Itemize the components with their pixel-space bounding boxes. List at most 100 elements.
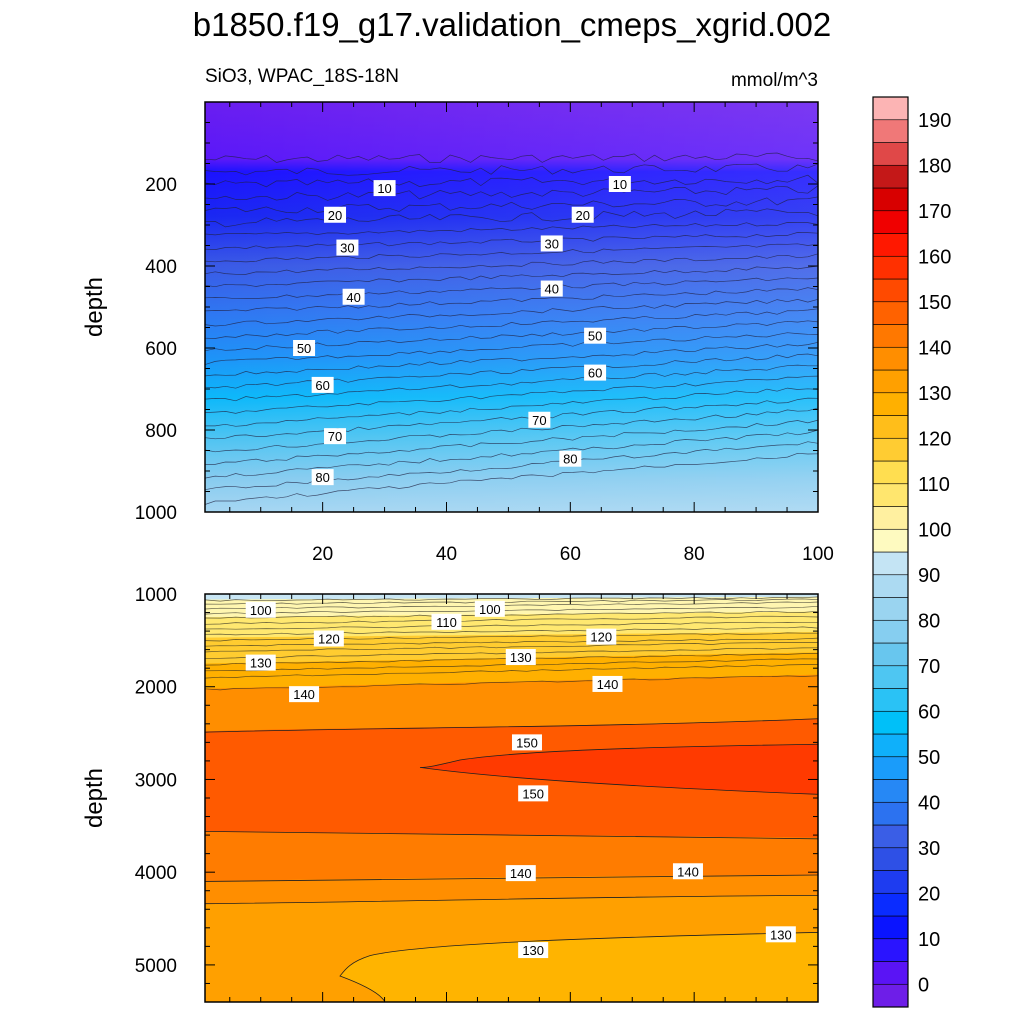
colorbar-box (872, 278, 909, 303)
colorbar-box (872, 824, 909, 849)
colorbar-box (872, 210, 909, 234)
contour-label: 50 (584, 327, 607, 344)
contour-line (205, 397, 818, 440)
contour-label-text: 100 (479, 602, 501, 617)
contour-label-box (324, 206, 347, 223)
contour-label: 110 (431, 613, 462, 630)
chart-title: b1850.f19_g17.validation_cmeps_xgrid.002 (193, 6, 831, 43)
contour-line (205, 387, 818, 427)
colorbar-box (872, 506, 909, 530)
contour-line (205, 332, 818, 365)
contour-label-text: 50 (297, 341, 311, 356)
contour-label-box (324, 428, 347, 445)
contour-line (205, 718, 818, 733)
contour-line (205, 196, 818, 214)
contour-label-text: 20 (328, 208, 342, 223)
contour-label: 140 (505, 865, 536, 882)
x-tick-label: 80 (684, 544, 705, 565)
contour-line (205, 610, 818, 619)
contour-line (205, 308, 818, 339)
colorbar-box (872, 870, 909, 894)
colorbar-label: 50 (918, 747, 940, 769)
colorbar-label: 80 (918, 610, 940, 632)
contour-label-text: 140 (597, 677, 619, 692)
contour-label-text: 140 (293, 687, 315, 702)
upper-contour-lines (205, 152, 818, 505)
contour-line (205, 605, 818, 615)
contour-label-text: 150 (516, 735, 538, 750)
colorbar-label: 180 (918, 155, 951, 177)
colorbar-box (872, 642, 909, 667)
y-tick-label: 2000 (135, 678, 177, 699)
y-tick-label: 4000 (135, 863, 177, 884)
contour-label: 10 (373, 180, 396, 197)
band-90 (205, 594, 818, 601)
colorbar-label: 170 (918, 201, 951, 223)
contour-label: 10 (608, 176, 631, 192)
contour-label-text: 40 (346, 290, 360, 305)
contour-label-text: 130 (250, 656, 272, 671)
colorbar-box (872, 119, 909, 143)
colorbar-box (872, 551, 909, 576)
contour-line (205, 152, 818, 164)
upper-ylabel: depth (81, 277, 108, 337)
contour-line (205, 174, 818, 188)
y-tick-label: 1000 (135, 503, 177, 524)
colorbar-box (872, 915, 909, 940)
upper-contour-labels: 10 10 20 20 30 30 40 40 50 50 60 60 70 70 80 80 (293, 176, 631, 486)
colorbar-box (872, 938, 909, 962)
contour-line (205, 163, 818, 176)
subtitle-left: SiO3, WPAC_18S-18N (205, 66, 399, 87)
colorbar-box (872, 756, 909, 780)
colorbar-box (872, 415, 909, 439)
contour-line (205, 375, 818, 414)
contour-label: 130 (518, 942, 549, 959)
contour-label-text: 10 (613, 177, 627, 192)
contour-label-text: 100 (250, 603, 272, 618)
contour-label-box (505, 865, 536, 882)
contour-label-box (311, 469, 334, 486)
contour-label-box (586, 628, 617, 645)
contour-label: 70 (324, 428, 347, 445)
subtitle-right: mmol/m^3 (731, 70, 818, 91)
y-tick-label: 3000 (135, 770, 177, 791)
colorbar-label: 190 (918, 110, 951, 132)
contour-label-box (342, 288, 365, 305)
colorbar-box (872, 779, 909, 803)
colorbar-box (872, 187, 909, 212)
contour-label: 130 (245, 654, 276, 671)
colorbar-box (872, 983, 909, 1008)
x-tick-label: 40 (436, 544, 457, 565)
contour-line (205, 232, 818, 250)
colorbar-label: 60 (918, 701, 940, 723)
contour-label-text: 120 (590, 630, 612, 645)
colorbar-label: 40 (918, 792, 940, 814)
contour-label: 140 (592, 675, 623, 692)
contour-label-box (540, 280, 563, 297)
lower-bands (205, 594, 818, 1002)
colorbar-box (872, 460, 909, 485)
contour-line (205, 429, 818, 479)
colorbar-box (872, 597, 909, 621)
colorbar-box (872, 233, 909, 257)
contour-label: 60 (584, 364, 607, 381)
colorbar-box (872, 437, 909, 462)
colorbar-label: 30 (918, 838, 940, 860)
contour-label-box (313, 630, 344, 647)
upper-field (205, 102, 818, 512)
contour-line (205, 601, 818, 610)
contour-label: 40 (342, 288, 365, 305)
colorbar-label: 70 (918, 656, 940, 678)
colorbar-box (872, 801, 909, 826)
contour-label-box (373, 180, 396, 197)
contour-label-box (474, 600, 505, 617)
x-tick-label: 100 (802, 544, 834, 565)
contour-label-text: 130 (770, 927, 792, 942)
y-tick-label: 5000 (135, 956, 177, 977)
contour-line (205, 208, 818, 228)
contour-label-box (245, 654, 276, 671)
contour-label-text: 60 (315, 378, 329, 393)
contour-label-box (592, 675, 623, 692)
colorbar-box (872, 142, 909, 166)
contour-label-text: 30 (545, 236, 559, 251)
